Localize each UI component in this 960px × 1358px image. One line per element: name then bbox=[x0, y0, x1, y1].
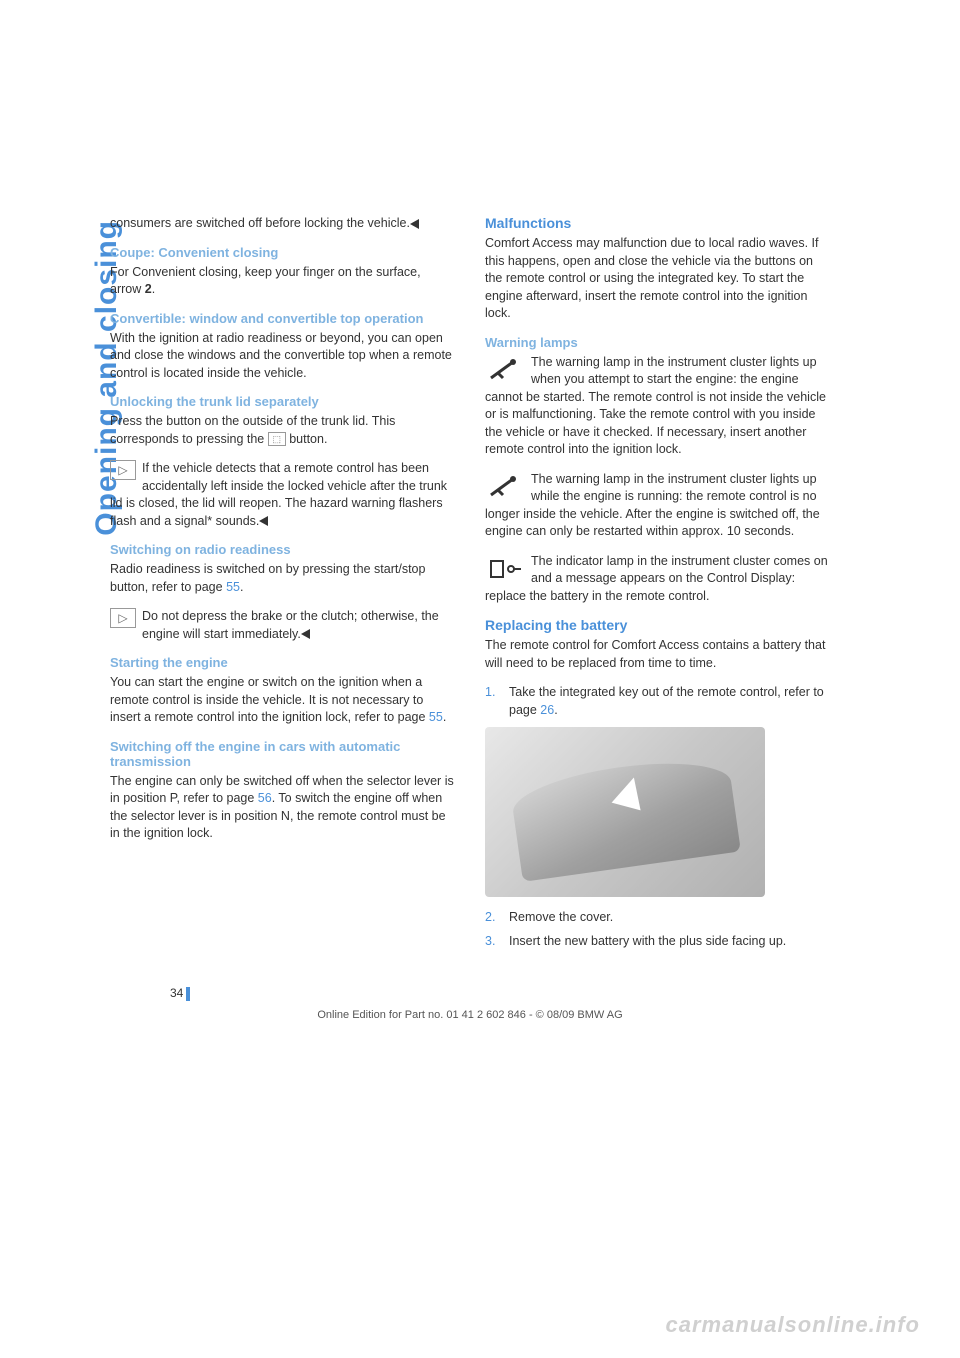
battery-key-icon bbox=[485, 553, 525, 585]
body-text: The indicator lamp in the instrument clu… bbox=[485, 554, 828, 603]
subheading: Starting the engine bbox=[110, 655, 455, 670]
remote-shape bbox=[509, 752, 741, 882]
page-number-value: 34 bbox=[170, 986, 183, 1000]
list-item: 1. Take the integrated key out of the re… bbox=[485, 684, 830, 719]
list-number: 3. bbox=[485, 933, 509, 951]
body-text: The warning lamp in the instrument clust… bbox=[485, 472, 820, 539]
list-item: 2. Remove the cover. bbox=[485, 909, 830, 927]
subheading: Convertible: window and convertible top … bbox=[110, 311, 455, 326]
subheading: Switching off the engine in cars with au… bbox=[110, 739, 455, 769]
end-marker-icon bbox=[259, 516, 268, 526]
paragraph: Comfort Access may malfunction due to lo… bbox=[485, 235, 830, 323]
end-marker-icon bbox=[301, 629, 310, 639]
body-text: Press the button on the outside of the t… bbox=[110, 414, 395, 446]
paragraph: With the ignition at radio readiness or … bbox=[110, 330, 455, 383]
remote-control-diagram bbox=[485, 727, 765, 897]
body-text: Do not depress the brake or the clutch; … bbox=[142, 609, 439, 641]
body-text: The warning lamp in the instrument clust… bbox=[485, 355, 826, 457]
key-warning-icon bbox=[485, 354, 525, 386]
body-text: . bbox=[554, 703, 557, 717]
paragraph: You can start the engine or switch on th… bbox=[110, 674, 455, 727]
trunk-button-icon: ⬚ bbox=[268, 432, 286, 446]
subheading: Switching on radio readiness bbox=[110, 542, 455, 557]
paragraph: For Convenient closing, keep your finger… bbox=[110, 264, 455, 299]
page-content: consumers are switched off before lockin… bbox=[110, 215, 830, 956]
list-text: Take the integrated key out of the remot… bbox=[509, 684, 830, 719]
paragraph-with-icon: The indicator lamp in the instrument clu… bbox=[485, 553, 830, 606]
two-column-layout: consumers are switched off before lockin… bbox=[110, 215, 830, 956]
page-link[interactable]: 56 bbox=[258, 791, 272, 805]
watermark: carmanualsonline.info bbox=[666, 1312, 921, 1338]
body-text: consumers are switched off before lockin… bbox=[110, 216, 410, 230]
left-column: consumers are switched off before lockin… bbox=[110, 215, 455, 956]
key-warning-icon bbox=[485, 471, 525, 503]
subheading: Warning lamps bbox=[485, 335, 830, 350]
body-text: If the vehicle detects that a remote con… bbox=[110, 461, 447, 528]
list-number: 1. bbox=[485, 684, 509, 719]
body-text: Radio readiness is switched on by pressi… bbox=[110, 562, 425, 594]
paragraph: Radio readiness is switched on by pressi… bbox=[110, 561, 455, 596]
paragraph: consumers are switched off before lockin… bbox=[110, 215, 455, 233]
body-text: . bbox=[240, 580, 243, 594]
list-item: 3. Insert the new battery with the plus … bbox=[485, 933, 830, 951]
paragraph-with-icon: The warning lamp in the instrument clust… bbox=[485, 354, 830, 459]
ref-number: 2 bbox=[145, 282, 152, 296]
paragraph-with-icon: The warning lamp in the instrument clust… bbox=[485, 471, 830, 541]
subheading: Unlocking the trunk lid separately bbox=[110, 394, 455, 409]
page-number-bar-icon bbox=[186, 987, 190, 1001]
subheading: Coupe: Convenient closing bbox=[110, 245, 455, 260]
right-column: Malfunctions Comfort Access may malfunct… bbox=[485, 215, 830, 956]
body-text: For Convenient closing, keep your finger… bbox=[110, 265, 421, 297]
heading: Malfunctions bbox=[485, 215, 830, 231]
list-text: Insert the new battery with the plus sid… bbox=[509, 933, 830, 951]
paragraph-with-icon: ▷ Do not depress the brake or the clutch… bbox=[110, 608, 455, 643]
end-marker-icon bbox=[410, 219, 419, 229]
page-number: 34 bbox=[170, 986, 190, 1001]
page-link[interactable]: 55 bbox=[429, 710, 443, 724]
paragraph: The remote control for Comfort Access co… bbox=[485, 637, 830, 672]
page-link[interactable]: 55 bbox=[226, 580, 240, 594]
paragraph: Press the button on the outside of the t… bbox=[110, 413, 455, 448]
body-text: You can start the engine or switch on th… bbox=[110, 675, 429, 724]
page-link[interactable]: 26 bbox=[540, 703, 554, 717]
list-text: Remove the cover. bbox=[509, 909, 830, 927]
paragraph: The engine can only be switched off when… bbox=[110, 773, 455, 843]
footer-copyright: Online Edition for Part no. 01 41 2 602 … bbox=[190, 1009, 750, 1021]
info-icon: ▷ bbox=[110, 608, 136, 628]
list-number: 2. bbox=[485, 909, 509, 927]
heading: Replacing the battery bbox=[485, 617, 830, 633]
body-text: . bbox=[443, 710, 446, 724]
body-text: . bbox=[152, 282, 155, 296]
body-text: button. bbox=[286, 432, 328, 446]
info-icon: ▷ bbox=[110, 460, 136, 480]
paragraph-with-icon: ▷ If the vehicle detects that a remote c… bbox=[110, 460, 455, 530]
